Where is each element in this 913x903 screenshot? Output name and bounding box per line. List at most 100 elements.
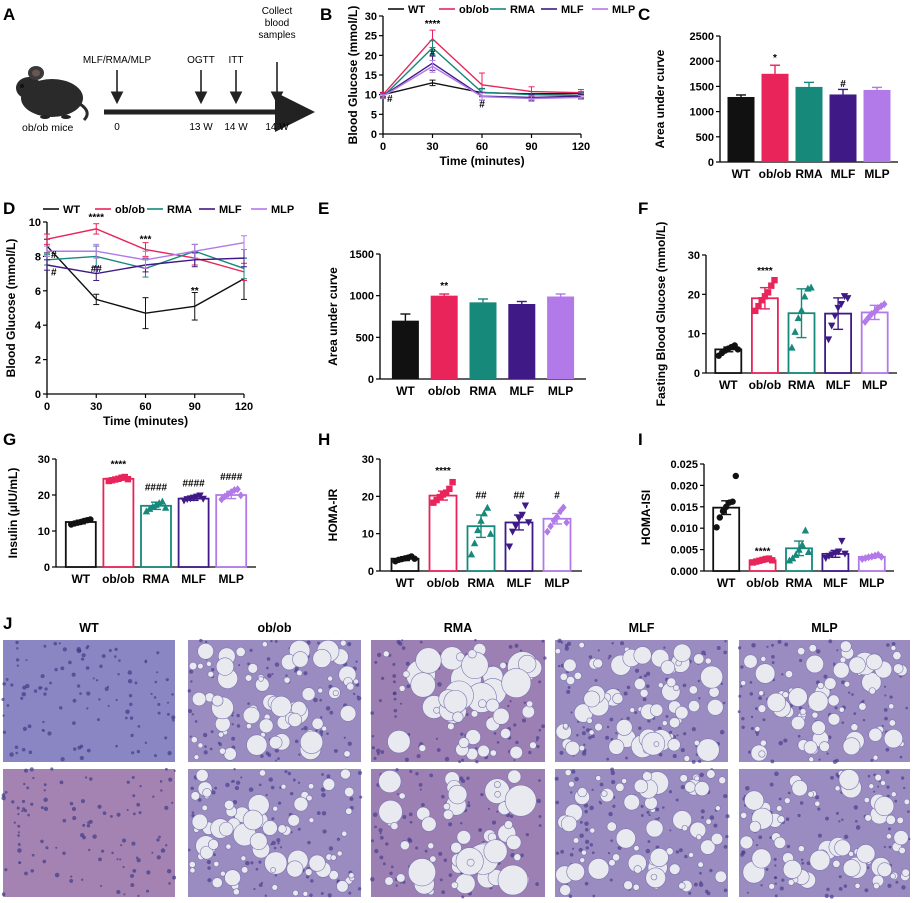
data-point [768, 282, 775, 289]
nucleus [536, 744, 540, 749]
nucleus [79, 692, 82, 695]
nucleus [584, 827, 589, 832]
lipid-vacuole [660, 660, 676, 675]
histology-background [3, 769, 175, 897]
nucleus [853, 805, 859, 810]
nucleus [165, 678, 169, 682]
lipid-vacuole [657, 682, 664, 689]
histology-image [554, 767, 730, 898]
nucleus [43, 692, 47, 696]
data-point [797, 306, 806, 314]
nucleus [14, 745, 19, 749]
bar [542, 517, 572, 572]
lipid-vacuole [566, 862, 585, 882]
lipid-vacuole [193, 754, 200, 761]
bar-group-mlp [215, 485, 248, 568]
significance-mark: # [840, 79, 846, 90]
x-axis-label: Time (minutes) [439, 154, 524, 168]
x-tick-label: WT [396, 576, 415, 590]
nucleus [638, 726, 642, 730]
nucleus [370, 711, 375, 715]
nucleus [16, 806, 20, 810]
lipid-vacuole [465, 729, 481, 745]
nucleus [98, 698, 101, 701]
nucleus [380, 676, 385, 681]
data-point [844, 295, 852, 303]
nucleus [347, 642, 352, 647]
nucleus [166, 712, 170, 716]
y-tick-label: 20 [365, 50, 377, 62]
nucleus [320, 733, 323, 737]
nucleus [834, 706, 838, 710]
lipid-vacuole [261, 641, 268, 648]
lipid-vacuole [450, 841, 462, 854]
nucleus [4, 868, 8, 872]
nucleus [574, 776, 579, 782]
nucleus [626, 685, 631, 690]
lipid-vacuole [578, 745, 585, 752]
nucleus [862, 699, 865, 703]
data-point [87, 516, 94, 523]
lipid-vacuole [566, 676, 576, 686]
nucleus [737, 710, 741, 714]
nucleus [836, 649, 839, 652]
y-tick-label: 1000 [690, 107, 714, 119]
lipid-vacuole [418, 744, 427, 752]
nucleus [688, 891, 692, 895]
nucleus [862, 718, 866, 722]
nucleus [779, 886, 784, 891]
nucleus [17, 824, 21, 828]
data-point [224, 490, 232, 499]
lipid-vacuole [688, 685, 698, 695]
nucleus [370, 839, 374, 843]
nucleus [900, 776, 905, 780]
lipid-vacuole [213, 861, 220, 867]
nucleus [676, 734, 679, 737]
bar-group-ob-ob [428, 478, 458, 572]
nucleus [268, 777, 273, 782]
nucleus [771, 661, 775, 664]
data-point [470, 539, 479, 547]
nucleus [899, 755, 903, 759]
nucleus [260, 881, 264, 884]
series-mlp [380, 59, 584, 102]
nucleus [380, 750, 385, 754]
significance-mark: # [430, 48, 436, 59]
lipid-vacuole [312, 649, 332, 668]
nucleus [285, 674, 288, 677]
lipid-vacuole [308, 817, 315, 823]
nucleus [607, 657, 610, 660]
significance-mark: **** [425, 19, 441, 30]
y-tick-label: 30 [365, 11, 377, 23]
lipid-vacuole [219, 821, 234, 837]
lipid-vacuole [378, 770, 402, 794]
nucleus [373, 756, 377, 760]
lipid-vacuole [892, 651, 902, 661]
lipid-vacuole [443, 809, 454, 820]
nucleus [438, 851, 443, 856]
nucleus [79, 755, 84, 761]
nucleus [584, 881, 589, 886]
nucleus [40, 839, 44, 844]
nucleus [24, 768, 28, 773]
lipid-vacuole [669, 863, 681, 875]
nucleus [606, 725, 610, 729]
nucleus [535, 736, 540, 740]
nucleus [316, 811, 321, 815]
bar-group-ob-ob [430, 293, 458, 379]
chart-d: 0 2 4 6 8 10 Blood Glucose (mmol/L) 0 30 60 90 120 T… [4, 204, 294, 428]
lipid-vacuole [470, 710, 479, 718]
nucleus [1, 793, 6, 797]
lipid-vacuole [700, 665, 724, 689]
nucleus [765, 867, 769, 871]
lipid-vacuole [858, 702, 867, 711]
lipid-vacuole [410, 672, 436, 698]
nucleus [555, 851, 560, 855]
nucleus [274, 662, 280, 667]
nucleus [258, 783, 262, 787]
bar [863, 89, 891, 162]
x-tick-label: WT [732, 167, 751, 181]
nucleus [395, 768, 399, 772]
bar-group-wt [390, 553, 420, 572]
y-tick-label: 30 [362, 454, 374, 466]
